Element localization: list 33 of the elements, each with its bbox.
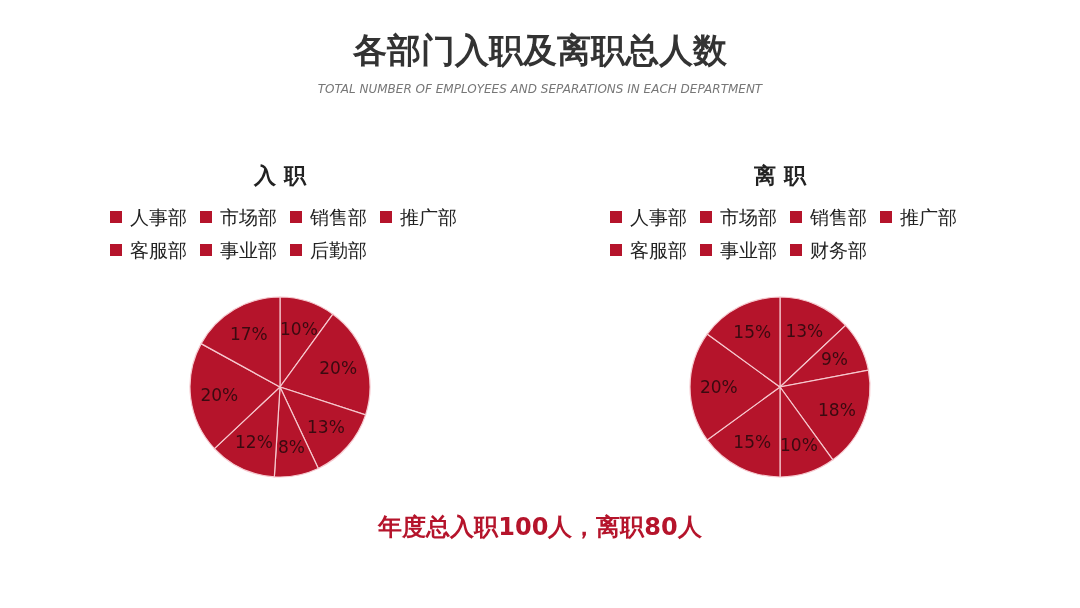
legend-label: 市场部 <box>720 206 777 228</box>
legend-label: 人事部 <box>630 206 687 228</box>
data-label: 10% <box>780 435 818 456</box>
legend-label: 事业部 <box>720 239 777 261</box>
data-label: 17% <box>229 324 268 345</box>
data-label: 20% <box>699 377 738 397</box>
legend-label: 销售部 <box>309 206 367 228</box>
data-label: 15% <box>733 322 772 343</box>
data-label: 10% <box>280 318 318 339</box>
data-label: 18% <box>818 399 856 420</box>
text: 各部门入职及离职总人数 <box>352 30 728 70</box>
legend-label: 事业部 <box>220 239 277 261</box>
data-label: 13% <box>307 417 345 438</box>
chart-title: 离 职 <box>753 163 807 188</box>
text: TOTAL NUMBER OF EMPLOYEES AND SEPARATIONS IN EACH DEPARTMENT <box>317 82 764 96</box>
chart-title: 入 职 <box>253 163 307 188</box>
legend-label: 推广部 <box>900 206 957 228</box>
legend-label: 推广部 <box>400 206 457 228</box>
data-label: 9% <box>821 349 849 370</box>
legend-label: 后勤部 <box>310 239 367 261</box>
data-label: 15% <box>733 431 772 452</box>
legend-label: 客服部 <box>630 239 687 261</box>
data-label: 13% <box>785 320 824 341</box>
data-label: 20% <box>319 358 358 379</box>
legend-label: 销售部 <box>809 206 867 228</box>
data-label: 8% <box>277 437 305 458</box>
data-label: 20% <box>200 384 239 405</box>
legend-label: 客服部 <box>130 239 187 261</box>
legend-label: 财务部 <box>810 239 867 261</box>
legend-label: 市场部 <box>220 206 277 228</box>
text: 年度总入职100人，离职80人 <box>377 513 703 541</box>
legend-label: 人事部 <box>130 206 187 228</box>
data-label: 12% <box>235 432 273 453</box>
